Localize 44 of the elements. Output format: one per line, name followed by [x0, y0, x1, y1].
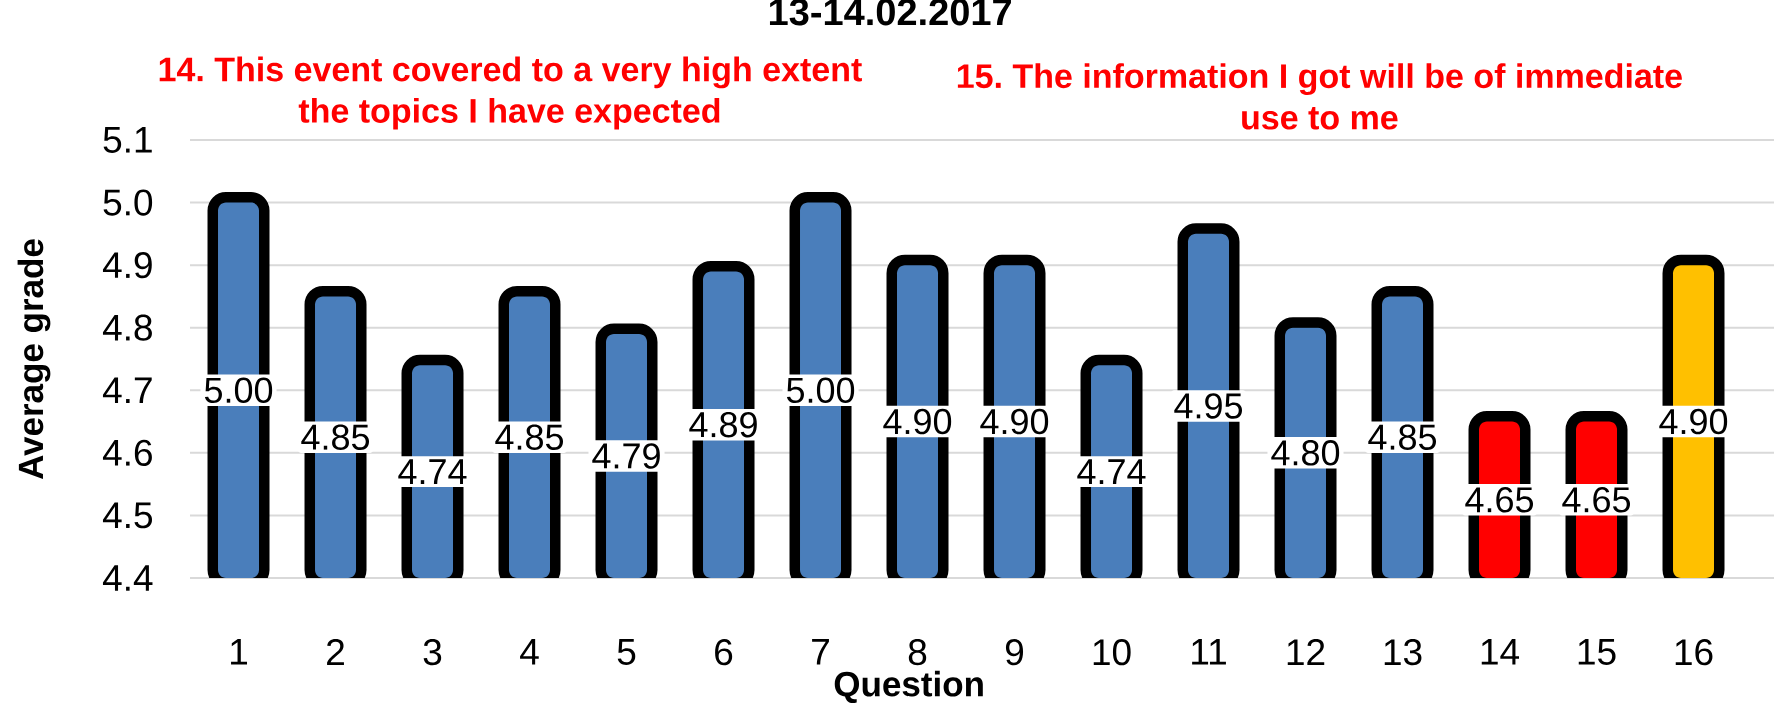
x-tick-label: 12 [1287, 639, 1325, 665]
text: 14. This event covered to a very high extent the topics I have expected [159, 56, 862, 130]
data-label: 5.00 [786, 377, 855, 404]
data-label: 5.00 [204, 377, 273, 404]
x-tick-label: 3 [423, 639, 442, 666]
x-tick-label: 14 [1481, 639, 1520, 665]
x-tick-label: 5 [617, 639, 636, 665]
y-axis-title: Average grade [17, 239, 51, 480]
data-label: 4.90 [1659, 408, 1728, 435]
x-tick-label: 2 [327, 639, 344, 665]
y-tick-label: 4.7 [102, 377, 152, 403]
y-tick-label: 4.5 [102, 502, 153, 529]
data-label: 4.90 [980, 408, 1049, 435]
x-tick-label: 9 [1005, 639, 1024, 666]
x-tick-label: 10 [1093, 639, 1131, 666]
data-label: 4.65 [1562, 487, 1631, 513]
data-label: 4.89 [689, 411, 757, 438]
x-tick-label: 1 [231, 639, 248, 665]
x-axis-title: Question [834, 670, 983, 704]
data-label: 4.74 [398, 459, 467, 484]
data-label: 4.95 [1174, 393, 1243, 419]
data-label: 4.85 [301, 424, 370, 450]
data-label: 4.79 [592, 443, 660, 469]
text: 15. The information I got will be of immediate use to me [957, 63, 1682, 130]
data-label: 4.90 [883, 408, 952, 435]
x-tick-label: 15 [1578, 639, 1616, 665]
y-tick-label: 4.6 [102, 439, 152, 466]
y-tick-label: 5.1 [103, 127, 152, 153]
y-tick-label: 4.8 [102, 314, 152, 341]
data-label: 4.74 [1077, 459, 1146, 484]
x-tick-label: 8 [908, 639, 927, 666]
data-label: 4.80 [1271, 440, 1340, 466]
x-tick-label: 16 [1675, 639, 1713, 666]
data-label: 4.85 [1368, 424, 1437, 450]
x-tick-label: 4 [520, 639, 539, 665]
y-tick-label: 4.4 [102, 565, 153, 591]
x-tick-label: 6 [715, 639, 733, 666]
y-tick-label: 5.0 [103, 189, 153, 216]
data-label: 4.85 [495, 424, 564, 450]
x-tick-label: 11 [1192, 639, 1226, 665]
data-label: 4.65 [1465, 487, 1534, 513]
y-tick-label: 4.9 [102, 252, 152, 279]
x-tick-label: 13 [1384, 639, 1422, 666]
x-tick-label: 7 [812, 639, 829, 665]
